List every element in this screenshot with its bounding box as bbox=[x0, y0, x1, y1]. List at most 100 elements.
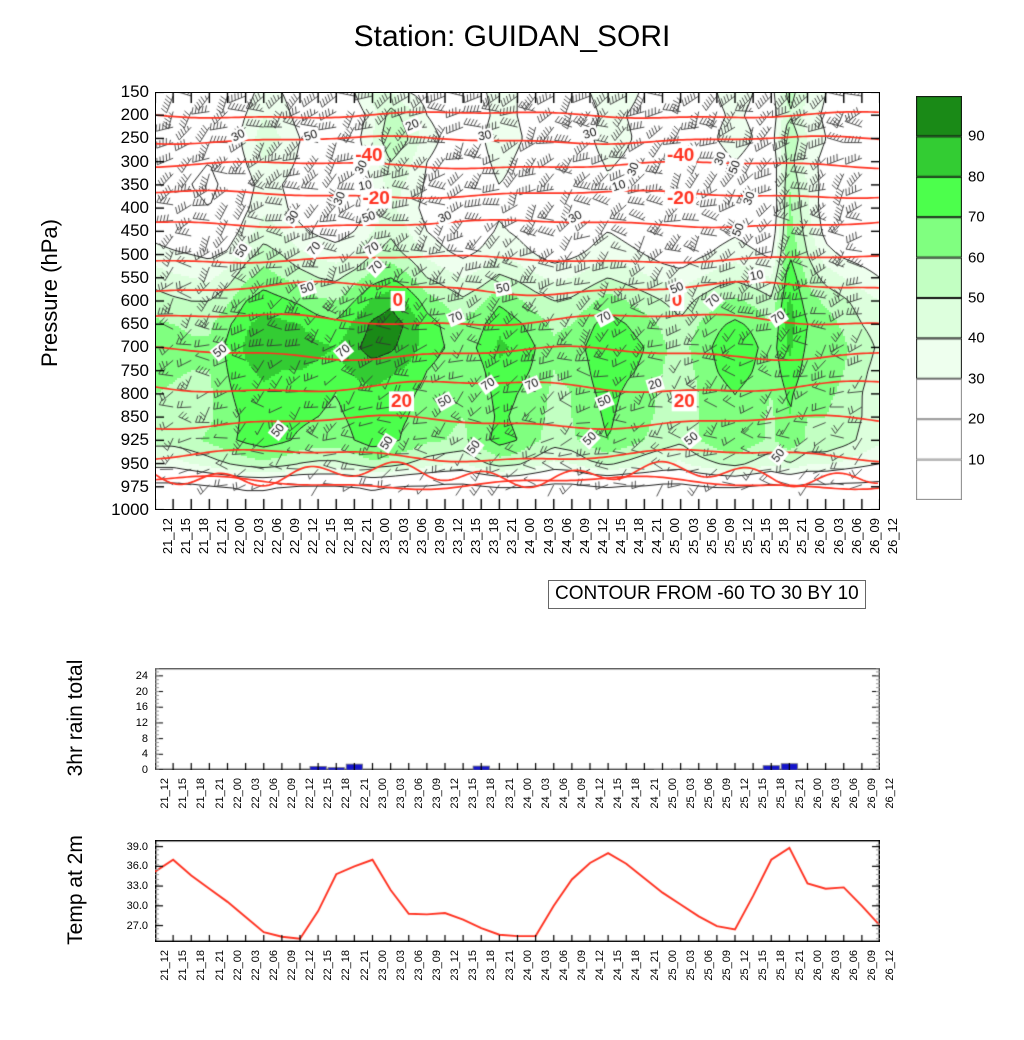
colorbar-tick-label: 10 bbox=[968, 451, 985, 469]
temp-time-tick: 22_18 bbox=[340, 950, 353, 981]
rain-time-tick: 26_06 bbox=[847, 778, 860, 809]
cross-section-time-tick: 24_18 bbox=[631, 518, 647, 555]
rain-time-tick: 26_09 bbox=[866, 778, 879, 809]
pressure-tick-label: 700 bbox=[120, 337, 149, 357]
rain-time-tick: 23_21 bbox=[503, 778, 516, 809]
temp-time-tick: 25_12 bbox=[739, 950, 752, 981]
temp-time-tick: 26_03 bbox=[829, 950, 842, 981]
cross-section-time-tick: 22_09 bbox=[286, 518, 302, 555]
cross-section-time-tick: 26_03 bbox=[830, 518, 846, 555]
rain-time-tick: 25_00 bbox=[666, 778, 679, 809]
temp-time-tick: 26_00 bbox=[811, 950, 824, 981]
temp-axis-title-wrap: Temp at 2m bbox=[58, 835, 94, 945]
temp-time-tick: 22_03 bbox=[249, 950, 262, 981]
temp-time-tick: 23_12 bbox=[449, 950, 462, 981]
temp-time-tick: 24_12 bbox=[594, 950, 607, 981]
temp-time-tick: 21_18 bbox=[195, 950, 208, 981]
colorbar-tick-label: 20 bbox=[968, 410, 985, 428]
cross-section-time-tick: 25_15 bbox=[758, 518, 774, 555]
rain-time-tick: 23_06 bbox=[412, 778, 425, 809]
temp-time-labels: 21_12 21_15 21_18 21_21 22_00 22_03 22_06 22_09… bbox=[155, 948, 896, 1000]
rain-time-tick: 24_12 bbox=[594, 778, 607, 809]
temp-time-tick: 22_09 bbox=[286, 950, 299, 981]
temp-time-tick: 24_18 bbox=[630, 950, 643, 981]
temp-time-tick: 23_03 bbox=[394, 950, 407, 981]
rain-time-tick: 23_00 bbox=[376, 778, 389, 809]
temp-time-tick: 23_15 bbox=[467, 950, 480, 981]
cross-section-time-tick: 24_12 bbox=[594, 518, 610, 555]
colorbar-tick-label: 80 bbox=[968, 168, 985, 186]
rain-time-tick: 24_06 bbox=[557, 778, 570, 809]
cross-section-time-tick: 24_15 bbox=[613, 518, 629, 555]
page-title: Station: GUIDAN_SORI bbox=[353, 20, 671, 53]
rain-axis-labels: 0 4 8 12 16 20 24 bbox=[100, 668, 148, 776]
rain-time-tick: 25_21 bbox=[793, 778, 806, 809]
cross-section-time-tick: 24_21 bbox=[649, 518, 665, 555]
cross-section-time-tick: 21_12 bbox=[159, 518, 175, 555]
colorbar-tick-label: 70 bbox=[968, 208, 985, 226]
rain-plot[interactable] bbox=[155, 668, 880, 770]
cross-section-time-tick: 22_18 bbox=[341, 518, 357, 555]
temp-time-tick: 22_15 bbox=[322, 950, 335, 981]
temp-axis-title: Temp at 2m bbox=[64, 835, 87, 945]
temp-plot[interactable] bbox=[155, 840, 880, 942]
cross-section-time-tick: 23_00 bbox=[377, 518, 393, 555]
rain-time-tick: 22_00 bbox=[231, 778, 244, 809]
rain-time-tick: 21_18 bbox=[195, 778, 208, 809]
rain-time-tick: 24_21 bbox=[648, 778, 661, 809]
temp-time-tick: 25_09 bbox=[721, 950, 734, 981]
cross-section-plot[interactable] bbox=[155, 92, 880, 510]
rain-time-tick: 25_03 bbox=[684, 778, 697, 809]
cross-section-time-tick: 25_03 bbox=[685, 518, 701, 555]
rain-time-tick: 22_12 bbox=[304, 778, 317, 809]
rain-time-tick: 24_09 bbox=[576, 778, 589, 809]
rain-time-tick: 23_18 bbox=[485, 778, 498, 809]
temp-time-tick: 24_06 bbox=[557, 950, 570, 981]
temp-axis-labels: 27.0 30.0 33.0 36.0 39.0 bbox=[98, 840, 148, 942]
pressure-axis-labels: 150 200 250 300 350 400 450 500 550 600 650 700 750 8… bbox=[95, 82, 149, 519]
temp-time-tick: 24_00 bbox=[521, 950, 534, 981]
cross-section-time-tick: 25_00 bbox=[667, 518, 683, 555]
rain-tick-label: 0 bbox=[141, 764, 148, 776]
temp-time-tick: 25_06 bbox=[702, 950, 715, 981]
cross-section-time-tick: 26_09 bbox=[866, 518, 882, 555]
colorbar-tick-label: 40 bbox=[968, 329, 985, 347]
temp-time-tick: 24_03 bbox=[539, 950, 552, 981]
cross-section-time-tick: 26_00 bbox=[812, 518, 828, 555]
pressure-tick-label: 600 bbox=[120, 291, 149, 310]
cross-section-time-tick: 22_12 bbox=[304, 518, 320, 555]
pressure-tick-label: 750 bbox=[120, 360, 149, 380]
rain-time-tick: 21_21 bbox=[213, 778, 226, 809]
rain-time-tick: 21_12 bbox=[159, 778, 172, 809]
cross-section-time-tick: 23_03 bbox=[395, 518, 411, 555]
temp-time-tick: 25_18 bbox=[775, 950, 788, 981]
cross-section-time-tick: 25_06 bbox=[703, 518, 719, 555]
pressure-tick-label: 150 bbox=[120, 82, 149, 101]
rain-time-tick: 21_15 bbox=[177, 778, 190, 809]
pressure-tick-label: 250 bbox=[120, 128, 149, 148]
rain-tick-label: 24 bbox=[135, 669, 148, 682]
pressure-tick-label: 300 bbox=[120, 151, 149, 171]
cross-section-time-tick: 21_15 bbox=[178, 518, 194, 555]
rain-time-tick: 24_18 bbox=[630, 778, 643, 809]
rain-tick-label: 12 bbox=[135, 716, 148, 729]
temp-time-tick: 23_06 bbox=[412, 950, 425, 981]
rain-time-tick: 23_03 bbox=[394, 778, 407, 809]
temp-tick-label: 36.0 bbox=[126, 860, 148, 873]
colorbar-tick-label: 50 bbox=[968, 289, 985, 307]
temp-time-tick: 24_09 bbox=[576, 950, 589, 981]
rain-time-tick: 25_18 bbox=[775, 778, 788, 809]
colorbar[interactable]: 10 20 30 40 50 60 70 80 90 bbox=[916, 96, 1024, 500]
rain-time-tick: 22_03 bbox=[249, 778, 262, 809]
cross-section-time-tick: 24_03 bbox=[540, 518, 556, 555]
temp-time-tick: 23_09 bbox=[431, 950, 444, 981]
pressure-tick-label: 450 bbox=[120, 221, 149, 241]
temp-time-tick: 23_00 bbox=[376, 950, 389, 981]
cross-section-time-tick: 22_06 bbox=[268, 518, 284, 555]
pressure-tick-label: 650 bbox=[120, 314, 149, 334]
cross-section-time-labels: 21_12 21_15 21_18 21_21 22_00 22_03 22_06 22_09… bbox=[155, 516, 900, 578]
rain-time-tick: 25_15 bbox=[757, 778, 770, 809]
pressure-tick-label: 400 bbox=[120, 198, 149, 218]
rain-time-tick: 23_15 bbox=[467, 778, 480, 809]
